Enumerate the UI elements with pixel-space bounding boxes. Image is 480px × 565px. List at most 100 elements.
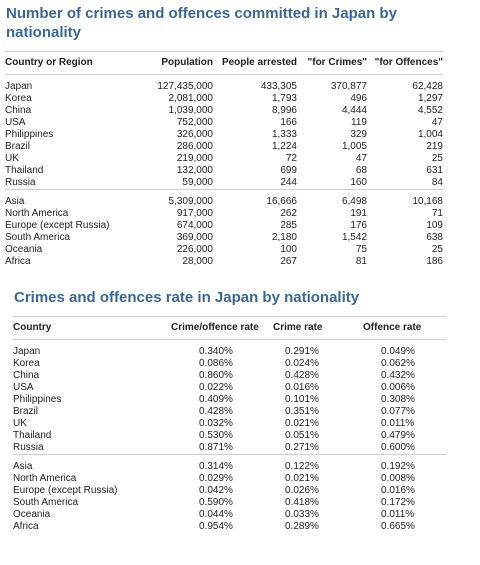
column-header: Country or Region	[5, 51, 153, 75]
row-label: North America	[13, 473, 77, 484]
table-row: Europe (except Russia) 0.042% 0.026% 0.016%	[13, 485, 446, 497]
table-cell: 0.021%	[285, 418, 319, 429]
table-cell: 0.016%	[381, 485, 415, 496]
table-row: Philippines 0.409% 0.101% 0.308%	[13, 394, 446, 406]
table-cell: 433,305	[260, 81, 297, 92]
table-cell: 0.051%	[285, 430, 319, 441]
table-cell: 0.077%	[381, 406, 415, 417]
row-label: Japan	[5, 81, 33, 92]
column-header: Offence rate	[363, 316, 446, 340]
table-cell: 0.029%	[199, 473, 233, 484]
row-label: Philippines	[13, 394, 62, 405]
table-cell: 219	[426, 141, 443, 152]
table-cell: 0.044%	[199, 509, 233, 520]
row-label: China	[13, 370, 40, 381]
table-cell: 47	[355, 153, 367, 164]
table-cell: 0.033%	[285, 509, 319, 520]
row-label: UK	[5, 153, 19, 164]
table-row: South America 0.590% 0.418% 0.172%	[13, 497, 446, 509]
table-row: Europe (except Russia) 674,000 285 176 109	[5, 220, 443, 232]
column-header: "for Offences"	[367, 51, 443, 75]
table-cell: 81	[355, 256, 367, 267]
table-cell: 0.428%	[199, 406, 233, 417]
table-cell: 286,000	[176, 141, 213, 152]
table-cell: 0.600%	[381, 442, 415, 453]
table-cell: 109	[426, 220, 443, 231]
table-row: Philippines 326,000 1,333 329 1,004	[5, 129, 443, 141]
spacer-cell	[367, 189, 443, 196]
table-cell: 0.351%	[285, 406, 319, 417]
column-header: "for Crimes"	[297, 51, 367, 75]
table-row: Asia 0.314% 0.122% 0.192%	[13, 461, 446, 473]
table-cell: 267	[280, 256, 297, 267]
table-row: Russia 59,000 244 160 84	[5, 177, 443, 190]
table-cell: 160	[350, 177, 367, 188]
table-cell: 6,498	[341, 196, 367, 207]
table-cell: 2,180	[271, 232, 297, 243]
row-label: Asia	[13, 461, 33, 472]
table-cell: 0.122%	[285, 461, 319, 472]
table-row: China 0.860% 0.428% 0.432%	[13, 370, 446, 382]
table-cell: 1,297	[417, 93, 443, 104]
group-divider	[5, 189, 443, 196]
table-row: Africa 28,000 267 81 186	[5, 256, 443, 268]
table-cell: 0.871%	[199, 442, 233, 453]
table-row: South America 369,000 2,180 1,542 638	[5, 232, 443, 244]
table-cell: 699	[280, 165, 297, 176]
table-cell: 369,000	[176, 232, 213, 243]
row-label: Japan	[13, 346, 41, 357]
table-cell: 0.590%	[199, 497, 233, 508]
table-row: Thailand 132,000 699 68 631	[5, 165, 443, 177]
row-label: Asia	[5, 196, 25, 207]
spacer-cell	[297, 189, 367, 196]
column-header: People arrested	[213, 51, 297, 75]
table-cell: 1,542	[341, 232, 367, 243]
table-cell: 10,168	[412, 196, 443, 207]
table-row: Africa 0.954% 0.289% 0.665%	[13, 521, 446, 533]
row-label: Philippines	[5, 129, 54, 140]
table-cell: 0.006%	[381, 382, 415, 393]
table-row: Asia 5,309,000 16,666 6,498 10,168	[5, 196, 443, 208]
table-cell: 5,309,000	[168, 196, 214, 207]
table-cell: 4,552	[417, 105, 443, 116]
row-label: Africa	[5, 256, 31, 267]
table-cell: 71	[431, 208, 443, 219]
table-cell: 2,081,000	[168, 93, 214, 104]
table-cell: 16,666	[266, 196, 297, 207]
table-cell: 0.428%	[285, 370, 319, 381]
table-header-row: Country Crime/offence rate Crime rate Of…	[13, 316, 446, 340]
table-row: USA 752,000 166 119 47	[5, 117, 443, 129]
table-cell: 226,000	[176, 244, 213, 255]
group-divider	[13, 454, 446, 461]
table-cell: 0.086%	[199, 358, 233, 369]
table-row: Russia 0.871% 0.271% 0.600%	[13, 442, 446, 455]
spacer-cell	[213, 189, 297, 196]
row-label: Thailand	[5, 165, 44, 176]
table-cell: 285	[280, 220, 297, 231]
table-cell: 0.032%	[199, 418, 233, 429]
table-row: UK 0.032% 0.021% 0.011%	[13, 418, 446, 430]
table-cell: 496	[350, 93, 367, 104]
table-cell: 47	[431, 117, 443, 128]
table-cell: 166	[280, 117, 297, 128]
table-cell: 0.016%	[285, 382, 319, 393]
table-row: Oceania 226,000 100 75 25	[5, 244, 443, 256]
table-cell: 0.101%	[285, 394, 319, 405]
row-label: South America	[13, 497, 79, 508]
table-cell: 219,000	[176, 153, 213, 164]
table-cell: 262	[280, 208, 297, 219]
row-label: Korea	[13, 358, 40, 369]
table-cell: 119	[351, 117, 367, 128]
table-cell: 244	[280, 177, 297, 188]
table-cell: 0.479%	[381, 430, 415, 441]
table-header-row: Country or Region Population People arre…	[5, 51, 443, 75]
table-cell: 638	[426, 232, 443, 243]
crimes-table-body: Japan 127,435,000 433,305 370,877 62,428 Kore…	[5, 75, 443, 269]
table-cell: 0.192%	[381, 461, 415, 472]
table-cell: 0.418%	[285, 497, 319, 508]
table-cell: 326,000	[176, 129, 213, 140]
table-cell: 4,444	[341, 105, 367, 116]
table-cell: 127,435,000	[157, 81, 213, 92]
table-cell: 0.008%	[381, 473, 415, 484]
table-cell: 8,996	[271, 105, 297, 116]
